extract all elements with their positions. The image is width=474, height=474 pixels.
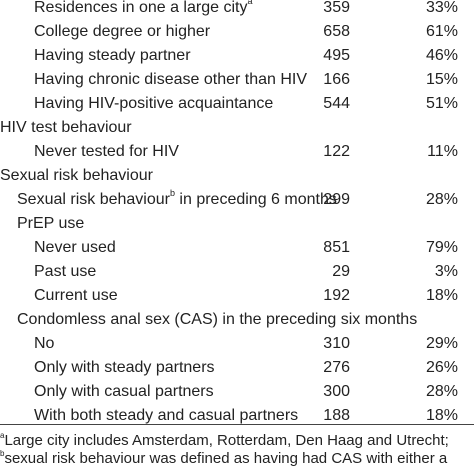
- table-row: College degree or higher 658 61%: [0, 20, 474, 44]
- table-row: Only with steady partners 276 26%: [0, 356, 474, 380]
- subsection-heading-row: Condomless anal sex (CAS) in the precedi…: [0, 308, 474, 332]
- count-cell: 359: [323, 0, 350, 16]
- row-label: Never used: [34, 239, 116, 256]
- count-cell: 851: [323, 239, 350, 256]
- row-label: No: [34, 335, 55, 352]
- footnote-text: Large city includes Amsterdam, Rotterdam…: [4, 432, 449, 449]
- percent-cell: 46%: [425, 47, 458, 64]
- table-row: With both steady and casual partners 188…: [0, 404, 474, 428]
- table-bottom-rule: [0, 424, 474, 425]
- count-cell: 192: [323, 287, 350, 304]
- count-cell: 544: [323, 95, 350, 112]
- row-label: With both steady and casual partners: [34, 407, 299, 424]
- count-cell: 276: [323, 359, 350, 376]
- count-cell: 300: [323, 383, 350, 400]
- row-label: College degree or higher: [34, 23, 211, 40]
- count-cell: 188: [323, 407, 350, 424]
- percent-cell: 28%: [425, 383, 458, 400]
- table-row: Having HIV-positive acquaintance 544 51%: [0, 92, 474, 116]
- percent-cell: 79%: [425, 239, 458, 256]
- percent-cell: 29%: [425, 335, 458, 352]
- percent-cell: 15%: [425, 71, 458, 88]
- count-cell: 299: [323, 191, 350, 208]
- row-label: Having HIV-positive acquaintance: [34, 95, 274, 112]
- percent-cell: 26%: [425, 359, 458, 376]
- footnote-marker: a: [247, 0, 253, 6]
- footnote-marker: a: [0, 431, 5, 440]
- section-heading: HIV test behaviour: [0, 119, 132, 136]
- table-row: Residences in one a large citya 359 33%: [0, 0, 474, 20]
- row-label: Only with casual partners: [34, 383, 214, 400]
- count-cell: 495: [323, 47, 350, 64]
- table-row: Past use 29 3%: [0, 260, 474, 284]
- subsection-heading-row: PrEP use: [0, 212, 474, 236]
- subsection-heading: PrEP use: [17, 215, 85, 232]
- table-row: Never used 851 79%: [0, 236, 474, 260]
- table-row: Never tested for HIV 122 11%: [0, 140, 474, 164]
- table-row: Current use 192 18%: [0, 284, 474, 308]
- footnote-marker: b: [0, 449, 5, 458]
- count-cell: 122: [323, 143, 350, 160]
- footnote: bsexual risk behaviour was defined as ha…: [0, 450, 447, 468]
- row-label: Only with steady partners: [34, 359, 215, 376]
- row-label: Having steady partner: [34, 47, 191, 64]
- count-cell: 310: [323, 335, 350, 352]
- footnote-marker: b: [169, 188, 175, 198]
- footnote: aLarge city includes Amsterdam, Rotterda…: [0, 432, 449, 450]
- table-row: Having chronic disease other than HIV 16…: [0, 68, 474, 92]
- count-cell: 658: [323, 23, 350, 40]
- table-row: Only with casual partners 300 28%: [0, 380, 474, 404]
- percent-cell: 61%: [425, 23, 458, 40]
- section-heading-row: Sexual risk behaviour: [0, 164, 474, 188]
- percent-cell: 18%: [425, 287, 458, 304]
- section-heading-row: HIV test behaviour: [0, 116, 474, 140]
- row-label: Never tested for HIV: [34, 143, 179, 160]
- section-heading: Sexual risk behaviour: [0, 167, 153, 184]
- percent-cell: 33%: [425, 0, 458, 16]
- row-label: Residences in one a large citya: [34, 0, 252, 20]
- table-row: Having steady partner 495 46%: [0, 44, 474, 68]
- percent-cell: 18%: [425, 407, 458, 424]
- percent-cell: 11%: [427, 143, 458, 160]
- percent-cell: 51%: [425, 95, 458, 112]
- row-label: Sexual risk behaviourb in preceding 6 mo…: [17, 188, 337, 209]
- percent-cell: 3%: [434, 263, 458, 280]
- subsection-heading: Condomless anal sex (CAS) in the precedi…: [17, 311, 418, 328]
- row-label: Having chronic disease other than HIV: [34, 71, 308, 88]
- count-cell: 29: [332, 263, 350, 280]
- row-label: Past use: [34, 263, 97, 280]
- table-row: No 310 29%: [0, 332, 474, 356]
- table-row: Sexual risk behaviourb in preceding 6 mo…: [0, 188, 474, 212]
- percent-cell: 28%: [425, 191, 458, 208]
- row-label: Current use: [34, 287, 118, 304]
- footnote-text: sexual risk behaviour was defined as hav…: [4, 450, 448, 467]
- count-cell: 166: [323, 71, 350, 88]
